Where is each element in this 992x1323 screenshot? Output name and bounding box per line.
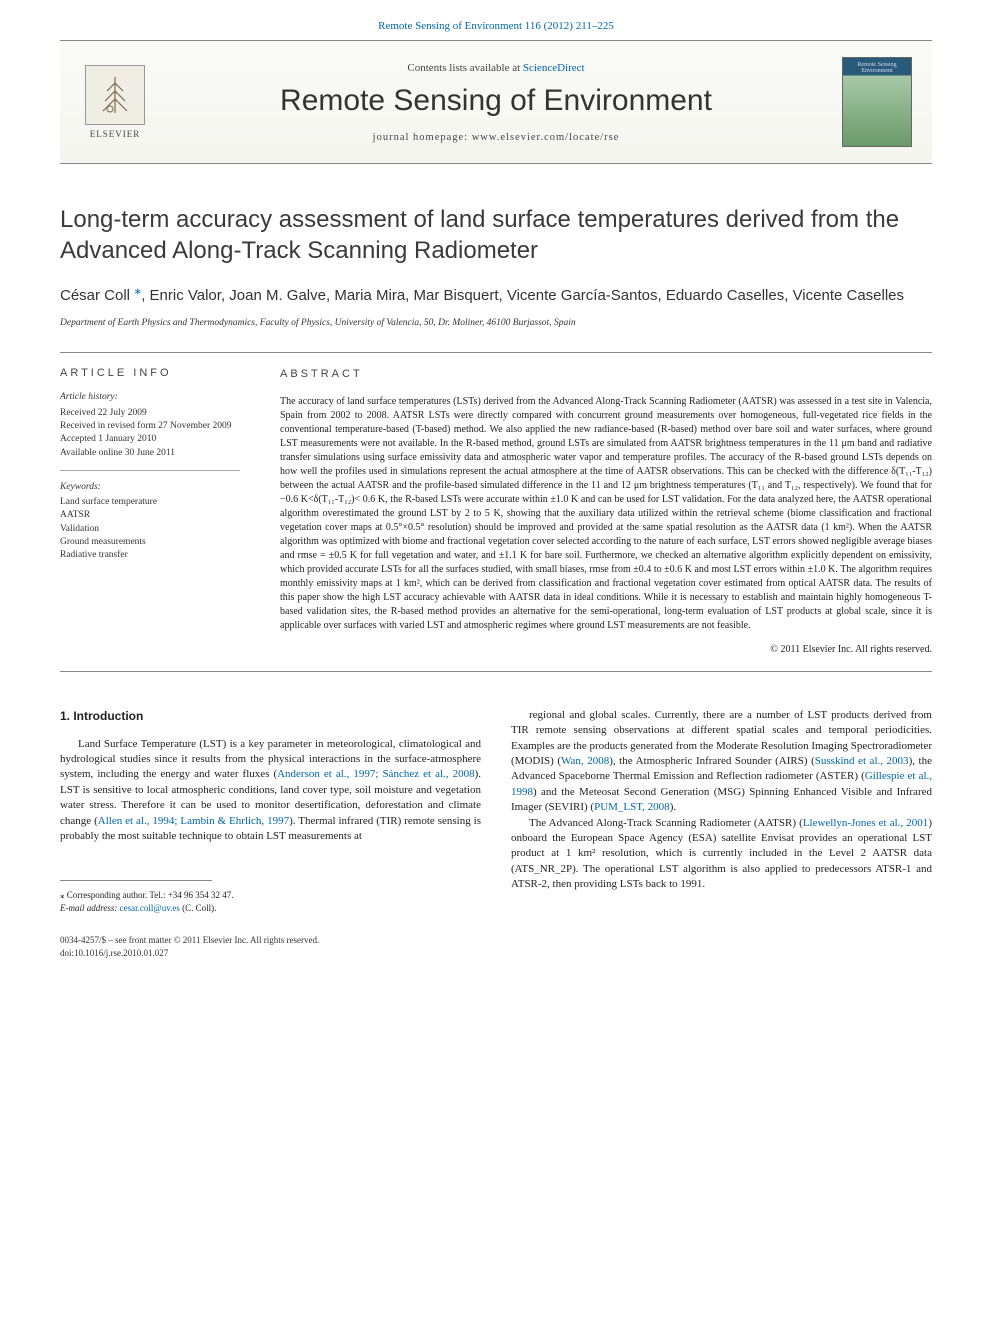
accepted-date: Accepted 1 January 2010 [60, 433, 240, 446]
keyword: Ground measurements [60, 536, 240, 549]
article-history: Article history: Received 22 July 2009 R… [60, 391, 240, 470]
abstract-copyright: © 2011 Elsevier Inc. All rights reserved… [280, 643, 932, 657]
issn-line: 0034-4257/$ – see front matter © 2011 El… [60, 934, 481, 947]
corresponding-footnote: ⁎ Corresponding author. Tel.: +34 96 354… [60, 889, 481, 914]
keyword: Validation [60, 523, 240, 536]
section-heading-intro: 1. Introduction [60, 708, 481, 725]
corresponding-tel: Corresponding author. Tel.: +34 96 354 3… [65, 890, 234, 900]
online-date: Available online 30 June 2011 [60, 447, 240, 460]
authors-list: César Coll ⁎, Enric Valor, Joan M. Galve… [60, 280, 932, 306]
footnote-separator [60, 880, 212, 881]
citation-link[interactable]: Llewellyn-Jones et al., 2001 [803, 817, 929, 829]
citation-link[interactable]: PUM_LST, 2008 [594, 801, 670, 813]
history-label: Article history: [60, 391, 240, 404]
citation-link[interactable]: Allen et al., 1994; Lambin & Ehrlich, 19… [98, 815, 289, 827]
journal-name: Remote Sensing of Environment [150, 84, 842, 118]
citation-link[interactable]: Anderson et al., 1997; Sánchez et al., 2… [277, 768, 474, 780]
keywords-label: Keywords: [60, 481, 240, 494]
citation-link[interactable]: Wan, 2008 [561, 755, 609, 767]
email-link[interactable]: cesar.coll@uv.es [120, 903, 180, 913]
right-column: regional and global scales. Currently, t… [511, 708, 932, 960]
citation-link[interactable]: Susskind et al., 2003 [815, 755, 909, 767]
body-two-column: 1. Introduction Land Surface Temperature… [60, 708, 932, 960]
front-matter-block: 0034-4257/$ – see front matter © 2011 El… [60, 934, 481, 959]
paragraph: The Advanced Along-Track Scanning Radiom… [511, 816, 932, 893]
affiliation: Department of Earth Physics and Thermody… [60, 318, 932, 328]
article-info: ARTICLE INFO Article history: Received 2… [60, 353, 260, 670]
keyword: AATSR [60, 509, 240, 522]
elsevier-logo: ELSEVIER [80, 62, 150, 142]
elsevier-label: ELSEVIER [90, 129, 141, 139]
cover-text: Remote Sensing Environment [843, 62, 911, 74]
journal-header: ELSEVIER Contents lists available at Sci… [60, 40, 932, 164]
paragraph: Land Surface Temperature (LST) is a key … [60, 737, 481, 845]
revised-date: Received in revised form 27 November 200… [60, 420, 240, 433]
contents-prefix: Contents lists available at [407, 62, 522, 74]
sciencedirect-link[interactable]: ScienceDirect [523, 62, 585, 74]
received-date: Received 22 July 2009 [60, 407, 240, 420]
top-citation-link[interactable]: Remote Sensing of Environment 116 (2012)… [60, 20, 932, 32]
homepage-line: journal homepage: www.elsevier.com/locat… [150, 132, 842, 143]
journal-cover-thumbnail: Remote Sensing Environment [842, 57, 912, 147]
doi-line: doi:10.1016/j.rse.2010.01.027 [60, 947, 481, 960]
abstract-text: The accuracy of land surface temperature… [280, 395, 932, 633]
header-center: Contents lists available at ScienceDirec… [150, 62, 842, 143]
paragraph: regional and global scales. Currently, t… [511, 708, 932, 816]
article-info-heading: ARTICLE INFO [60, 367, 240, 379]
contents-line: Contents lists available at ScienceDirec… [150, 62, 842, 74]
article-title: Long-term accuracy assessment of land su… [60, 204, 932, 266]
elsevier-tree-icon [85, 65, 145, 125]
email-label: E-mail address: [60, 903, 117, 913]
keyword: Land surface temperature [60, 496, 240, 509]
left-column: 1. Introduction Land Surface Temperature… [60, 708, 481, 960]
abstract: ABSTRACT The accuracy of land surface te… [260, 353, 932, 670]
author-first: César Coll [60, 287, 134, 304]
keyword: Radiative transfer [60, 549, 240, 562]
authors-rest: , Enric Valor, Joan M. Galve, Maria Mira… [141, 287, 904, 304]
abstract-heading: ABSTRACT [280, 367, 932, 382]
info-abstract-container: ARTICLE INFO Article history: Received 2… [60, 352, 932, 671]
keywords: Keywords: Land surface temperature AATSR… [60, 481, 240, 563]
email-suffix: (C. Coll). [180, 903, 217, 913]
